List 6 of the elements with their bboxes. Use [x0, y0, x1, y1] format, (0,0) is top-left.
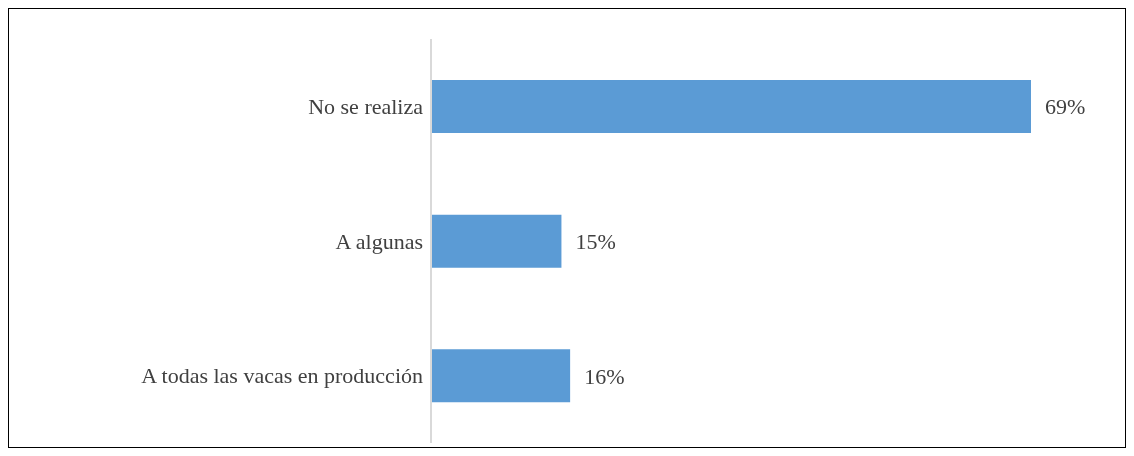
data-label: 69%	[1045, 94, 1086, 120]
data-label: 16%	[584, 363, 625, 389]
y-tick-label: A todas las vacas en producción	[141, 363, 423, 389]
data-label: 15%	[575, 228, 616, 254]
y-tick-label: A algunas	[335, 228, 423, 254]
y-tick-label: No se realiza	[308, 94, 424, 120]
